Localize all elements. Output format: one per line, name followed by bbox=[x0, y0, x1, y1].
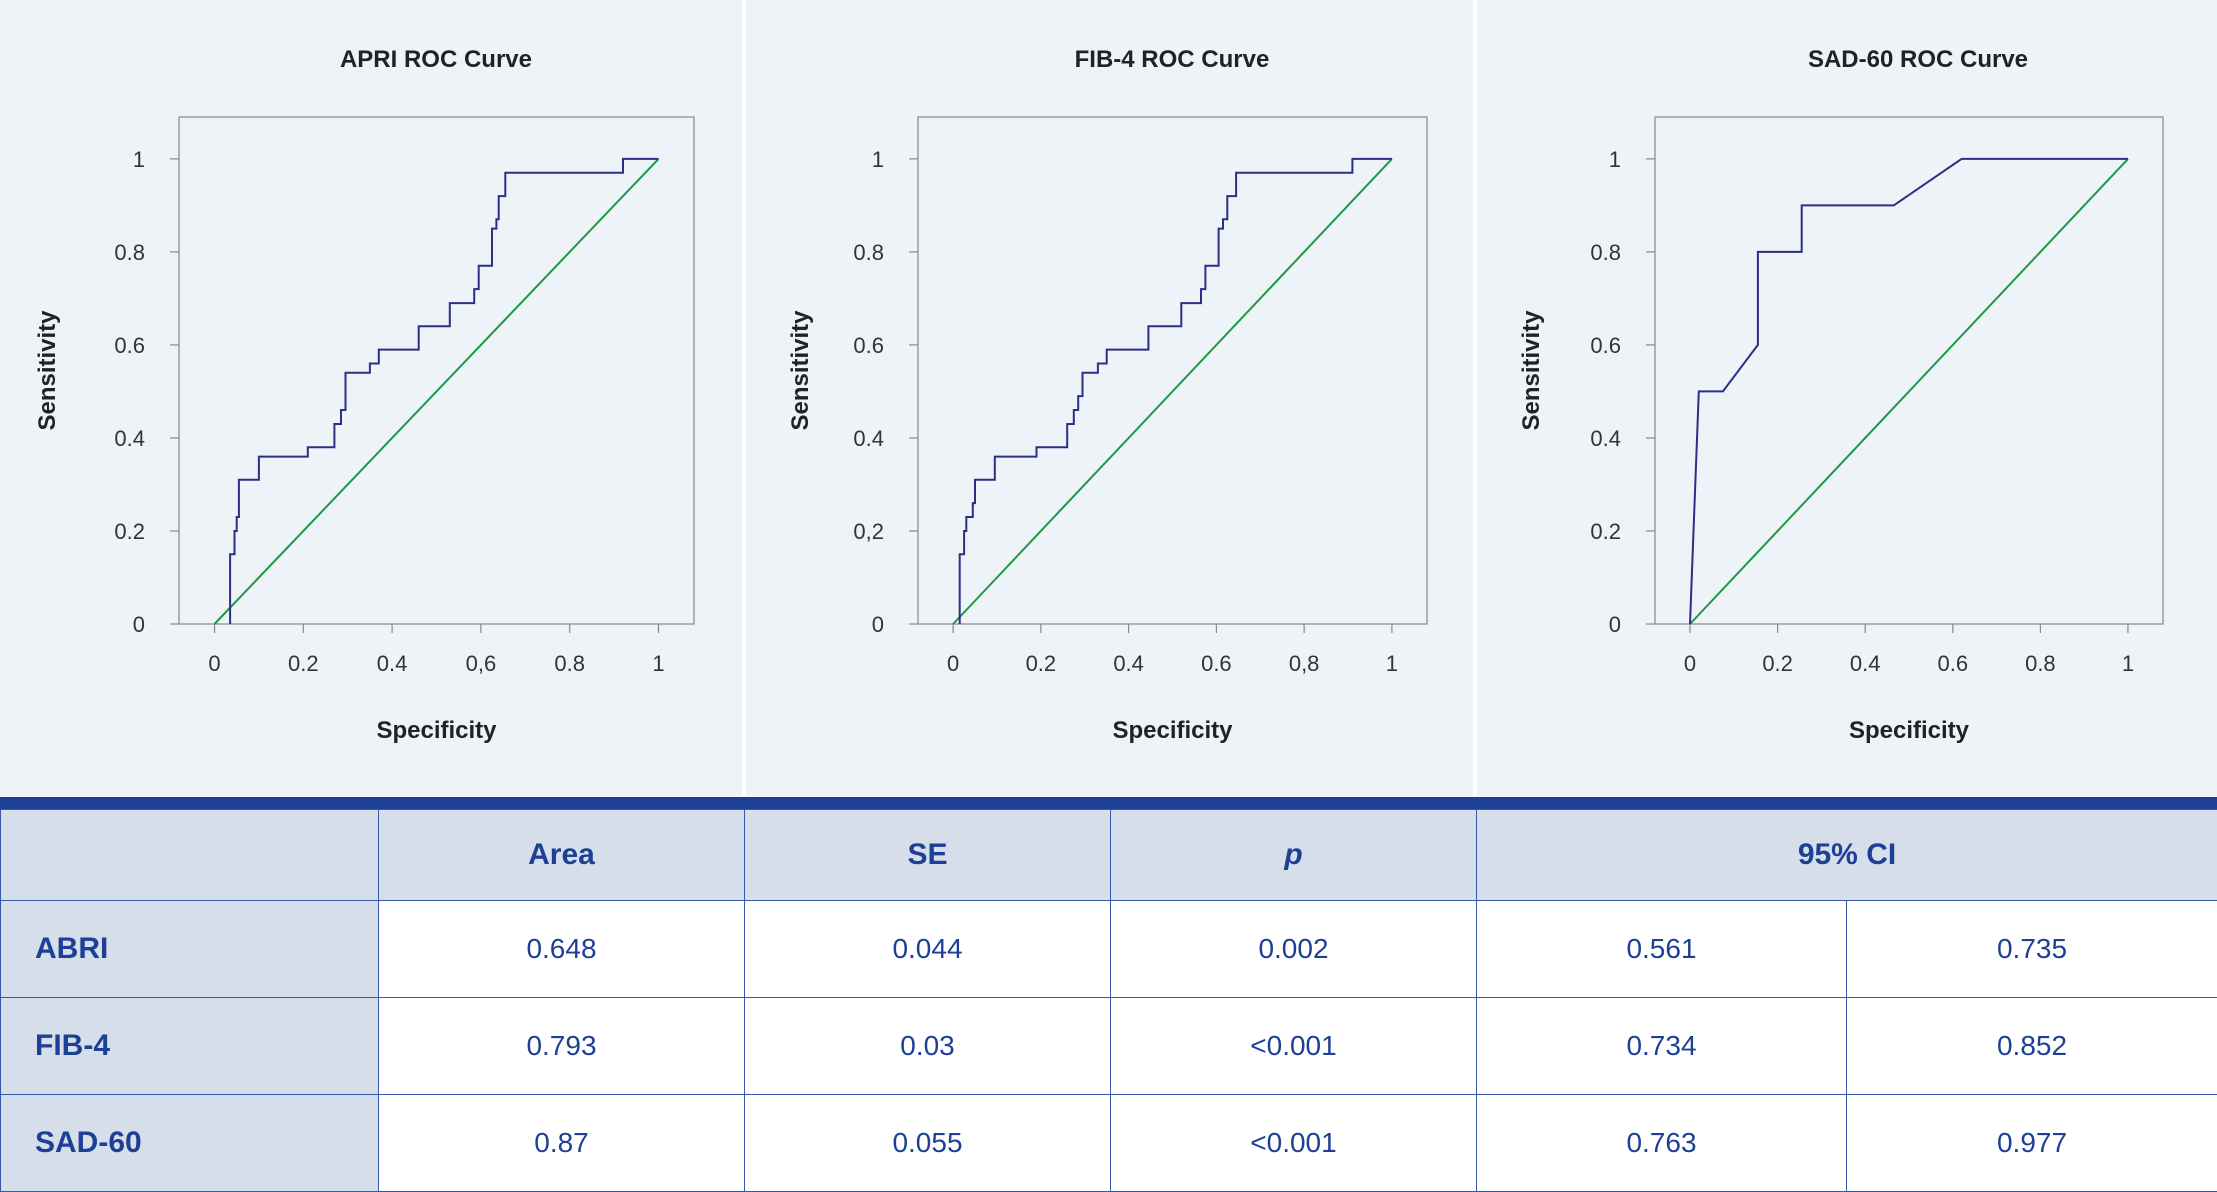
plot-frame bbox=[918, 117, 1427, 624]
x-tick-label: 0.8 bbox=[2025, 651, 2056, 676]
y-tick-label: 0.8 bbox=[853, 240, 884, 265]
table-row: SAD-60 0.87 0.055 <0.001 0.763 0.977 bbox=[1, 1095, 2217, 1192]
results-table-container: Area SE p 95% CI ABRI 0.648 0.044 0.002 … bbox=[0, 797, 2217, 1185]
row-label: SAD-60 bbox=[1, 1095, 379, 1192]
fib4-roc-chart: FIB-4 ROC Curve 0 0.2 0.4 0.6 0,8 1 0 0,2 0.4 0.6 0… bbox=[746, 0, 1473, 796]
x-axis-label: Specificity bbox=[1112, 717, 1233, 744]
table-row: FIB-4 0.793 0.03 <0.001 0.734 0.852 bbox=[1, 998, 2217, 1095]
chart-title: SAD-60 ROC Curve bbox=[1808, 46, 2028, 73]
ci-high-cell: 0.735 bbox=[1847, 901, 2217, 998]
y-tick-label: 0.2 bbox=[1590, 519, 1621, 544]
chart-panel-sad60: SAD-60 ROC Curve 0 0.2 0.4 0.6 0.8 1 0 0.2 0.4 0.6… bbox=[1477, 0, 2217, 796]
roc-curve-line bbox=[230, 159, 658, 624]
x-tick-label: 0 bbox=[1684, 651, 1696, 676]
chart-title: APRI ROC Curve bbox=[340, 46, 532, 73]
y-tick-label: 0.2 bbox=[114, 519, 145, 544]
se-cell: 0.055 bbox=[745, 1095, 1111, 1192]
header-95-ci: 95% CI bbox=[1477, 810, 2217, 901]
y-tick-label: 0,2 bbox=[853, 519, 884, 544]
area-cell: 0.648 bbox=[379, 901, 745, 998]
y-axis-label: Sensitivity bbox=[1518, 310, 1545, 431]
reference-diagonal-line bbox=[1690, 159, 2128, 624]
y-axis-label: Sensitivity bbox=[34, 310, 61, 431]
area-cell: 0.793 bbox=[379, 998, 745, 1095]
chart-panel-apri: APRI ROC Curve 0 0.2 0.4 0,6 0.8 1 0 0.2 0.4 0.6 0.… bbox=[0, 0, 742, 796]
x-tick-label: 0.2 bbox=[288, 651, 319, 676]
row-label: ABRI bbox=[1, 901, 379, 998]
y-tick-label: 0.4 bbox=[114, 426, 145, 451]
x-tick-label: 1 bbox=[2122, 651, 2134, 676]
x-tick-label: 0.4 bbox=[377, 651, 408, 676]
ci-high-cell: 0.977 bbox=[1847, 1095, 2217, 1192]
area-cell: 0.87 bbox=[379, 1095, 745, 1192]
y-tick-label: 0 bbox=[872, 612, 884, 637]
table-row: ABRI 0.648 0.044 0.002 0.561 0.735 bbox=[1, 901, 2217, 998]
x-axis-label: Specificity bbox=[376, 717, 497, 744]
apri-roc-chart: APRI ROC Curve 0 0.2 0.4 0,6 0.8 1 0 0.2 0.4 0.6 0.… bbox=[0, 0, 742, 796]
x-tick-label: 0.2 bbox=[1762, 651, 1793, 676]
x-tick-label: 0.6 bbox=[1937, 651, 1968, 676]
p-cell: <0.001 bbox=[1111, 1095, 1477, 1192]
y-tick-label: 0.4 bbox=[1590, 426, 1621, 451]
x-tick-label: 0.4 bbox=[1850, 651, 1881, 676]
row-label: FIB-4 bbox=[1, 998, 379, 1095]
header-p: p bbox=[1111, 810, 1477, 901]
table-header-row: Area SE p 95% CI bbox=[1, 810, 2217, 901]
y-tick-label: 0.6 bbox=[853, 333, 884, 358]
x-axis-label: Specificity bbox=[1849, 717, 1970, 744]
x-tick-label: 0,6 bbox=[466, 651, 497, 676]
ci-low-cell: 0.734 bbox=[1477, 998, 1847, 1095]
p-cell: <0.001 bbox=[1111, 998, 1477, 1095]
chart-panel-fib4: FIB-4 ROC Curve 0 0.2 0.4 0.6 0,8 1 0 0,2 0.4 0.6 0… bbox=[746, 0, 1473, 796]
y-tick-label: 1 bbox=[872, 147, 884, 172]
x-tick-label: 0,8 bbox=[1289, 651, 1320, 676]
plot-frame bbox=[1655, 117, 2163, 624]
se-cell: 0.03 bbox=[745, 998, 1111, 1095]
x-tick-label: 0.4 bbox=[1113, 651, 1144, 676]
header-se: SE bbox=[745, 810, 1111, 901]
x-tick-label: 0.2 bbox=[1026, 651, 1057, 676]
y-tick-label: 0.4 bbox=[853, 426, 884, 451]
header-blank-cell bbox=[1, 810, 379, 901]
ci-low-cell: 0.763 bbox=[1477, 1095, 1847, 1192]
y-tick-label: 0 bbox=[1609, 612, 1621, 637]
y-tick-label: 1 bbox=[133, 147, 145, 172]
y-tick-label: 0.8 bbox=[1590, 240, 1621, 265]
header-area: Area bbox=[379, 810, 745, 901]
chart-title: FIB-4 ROC Curve bbox=[1075, 46, 1270, 73]
ci-low-cell: 0.561 bbox=[1477, 901, 1847, 998]
se-cell: 0.044 bbox=[745, 901, 1111, 998]
reference-diagonal-line bbox=[215, 159, 659, 624]
y-tick-label: 0.8 bbox=[114, 240, 145, 265]
x-tick-label: 0.8 bbox=[554, 651, 585, 676]
x-tick-label: 0 bbox=[208, 651, 220, 676]
x-tick-label: 1 bbox=[1386, 651, 1398, 676]
x-tick-label: 0.6 bbox=[1201, 651, 1232, 676]
y-axis-label: Sensitivity bbox=[787, 310, 814, 431]
p-cell: 0.002 bbox=[1111, 901, 1477, 998]
plot-frame bbox=[179, 117, 694, 624]
y-tick-label: 1 bbox=[1609, 147, 1621, 172]
results-table: Area SE p 95% CI ABRI 0.648 0.044 0.002 … bbox=[0, 809, 2217, 1192]
x-tick-label: 0 bbox=[947, 651, 959, 676]
ci-high-cell: 0.852 bbox=[1847, 998, 2217, 1095]
sad60-roc-chart: SAD-60 ROC Curve 0 0.2 0.4 0.6 0.8 1 0 0.2 0.4 0.6… bbox=[1477, 0, 2217, 796]
y-tick-label: 0.6 bbox=[114, 333, 145, 358]
x-tick-label: 1 bbox=[652, 651, 664, 676]
y-tick-label: 0 bbox=[133, 612, 145, 637]
reference-diagonal-line bbox=[953, 159, 1392, 624]
y-tick-label: 0.6 bbox=[1590, 333, 1621, 358]
